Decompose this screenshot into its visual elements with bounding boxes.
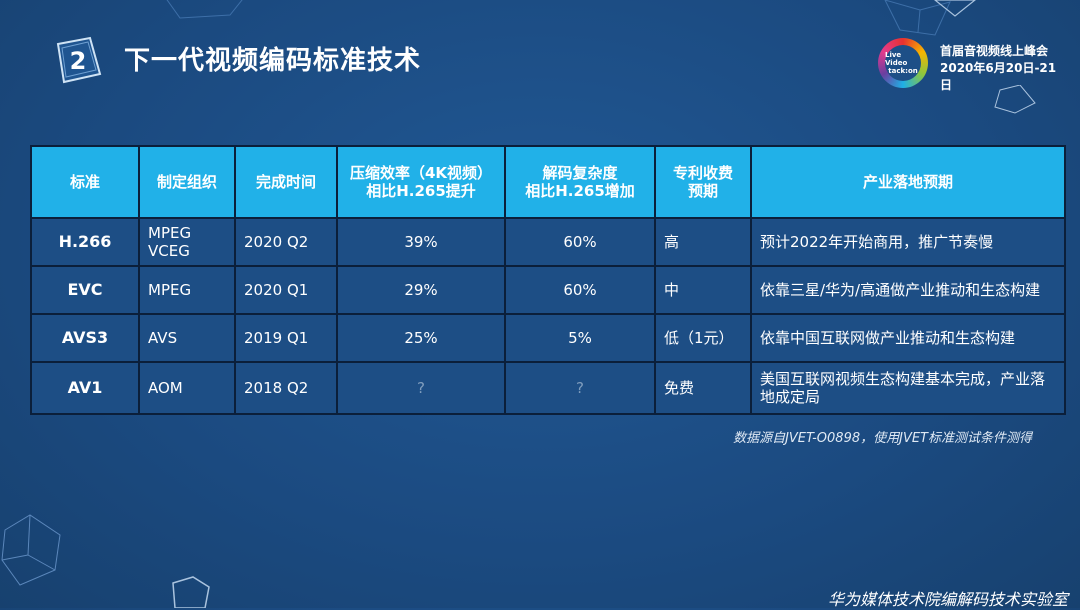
header-complexity: 解码复杂度 相比H.265增加: [504, 145, 656, 219]
source-note: 数据源自JVET-O0898，使用JVET标准测试条件测得: [733, 431, 1032, 446]
cell-complexity: 60%: [504, 217, 656, 267]
cell-patent: 高: [654, 217, 752, 267]
cell-standard: AVS3: [30, 313, 140, 363]
table-row: EVC MPEG 2020 Q1 29% 60% 中 依靠三星/华为/高通做产业…: [30, 265, 1066, 315]
decorative-cube-corner: [930, 0, 980, 20]
header-outlook: 产业落地预期: [750, 145, 1066, 219]
cell-complexity: 60%: [504, 265, 656, 315]
cell-efficiency: 25%: [336, 313, 506, 363]
cell-efficiency: 39%: [336, 217, 506, 267]
cell-patent: 低（1元）: [654, 313, 752, 363]
conference-info: 首届音视频线上峰会 2020年6月20日-21日: [940, 43, 1060, 94]
cell-patent: 免费: [654, 361, 752, 415]
cell-org: MPEG: [138, 265, 236, 315]
section-number: 2: [69, 47, 87, 75]
conference-logo: Live Video tack:on: [878, 38, 928, 88]
cell-standard: AV1: [30, 361, 140, 415]
header-patent: 专利收费 预期: [654, 145, 752, 219]
conference-name: 首届音视频线上峰会: [940, 44, 1049, 58]
decorative-cube-top-right: [880, 0, 960, 40]
cell-time: 2020 Q1: [234, 265, 338, 315]
header-standard: 标准: [30, 145, 140, 219]
logo-line-2: tack:on: [888, 67, 918, 75]
cell-outlook: 依靠中国互联网做产业推动和生态构建: [750, 313, 1066, 363]
header-org: 制定组织: [138, 145, 236, 219]
cell-outlook: 预计2022年开始商用，推广节奏慢: [750, 217, 1066, 267]
cell-org: AOM: [138, 361, 236, 415]
cell-org: MPEG VCEG: [138, 217, 236, 267]
table-row: AV1 AOM 2018 Q2 ? ? 免费 美国互联网视频生态构建基本完成，产…: [30, 361, 1066, 415]
table-header-row: 标准 制定组织 完成时间 压缩效率（4K视频） 相比H.265提升 解码复杂度 …: [30, 145, 1066, 219]
cell-outlook: 美国互联网视频生态构建基本完成，产业落地成定局: [750, 361, 1066, 415]
footer-credit: 华为媒体技术院编解码技术实验室: [827, 590, 1068, 609]
cell-efficiency: ?: [336, 361, 506, 415]
decorative-cube-right: [990, 85, 1040, 115]
section-number-badge: 2: [52, 36, 104, 86]
header-time: 完成时间: [234, 145, 338, 219]
cell-time: 2019 Q1: [234, 313, 338, 363]
cell-complexity: 5%: [504, 313, 656, 363]
cell-efficiency: 29%: [336, 265, 506, 315]
cell-org: AVS: [138, 313, 236, 363]
cell-standard: H.266: [30, 217, 140, 267]
codec-comparison-table: 标准 制定组织 完成时间 压缩效率（4K视频） 相比H.265提升 解码复杂度 …: [30, 145, 1066, 415]
conference-date: 2020年6月20日-21日: [940, 61, 1057, 92]
decorative-cube-left: [0, 510, 70, 590]
cell-outlook: 依靠三星/华为/高通做产业推动和生态构建: [750, 265, 1066, 315]
table-row: AVS3 AVS 2019 Q1 25% 5% 低（1元） 依靠中国互联网做产业…: [30, 313, 1066, 363]
logo-line-1: Live Video: [885, 51, 908, 67]
decorative-cube-top: [150, 0, 270, 20]
table-row: H.266 MPEG VCEG 2020 Q2 39% 60% 高 预计2022…: [30, 217, 1066, 267]
header-efficiency: 压缩效率（4K视频） 相比H.265提升: [336, 145, 506, 219]
page-title: 下一代视频编码标准技术: [124, 46, 422, 76]
cell-standard: EVC: [30, 265, 140, 315]
cell-time: 2018 Q2: [234, 361, 338, 415]
decorative-cube-bottom: [165, 575, 215, 608]
cell-patent: 中: [654, 265, 752, 315]
cell-time: 2020 Q2: [234, 217, 338, 267]
cell-complexity: ?: [504, 361, 656, 415]
